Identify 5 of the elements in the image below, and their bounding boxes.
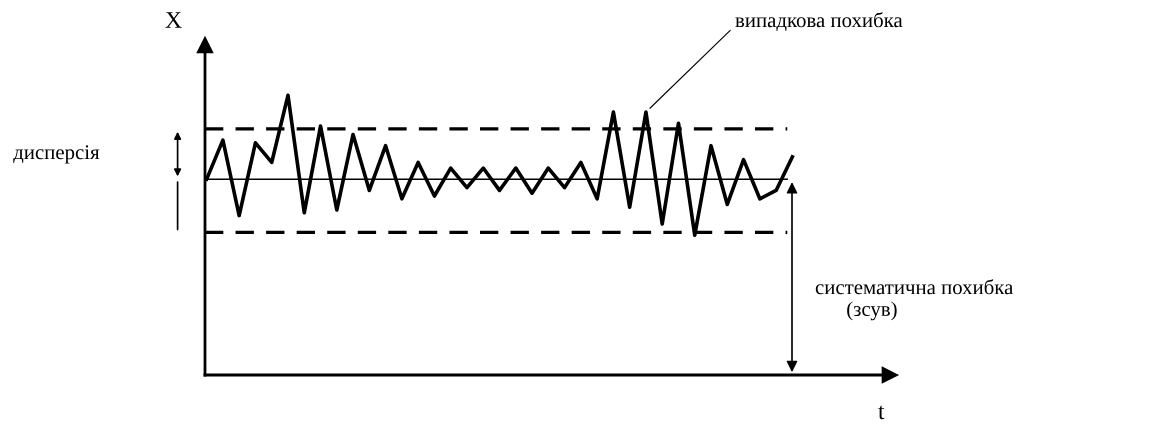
text: систематична похибка (зсув): [815, 279, 1014, 321]
text: випадкова похибка: [735, 12, 903, 32]
x-axis-title: t: [878, 405, 885, 420]
y-axis-title: X: [165, 12, 182, 28]
text: дисперсія: [13, 145, 100, 164]
